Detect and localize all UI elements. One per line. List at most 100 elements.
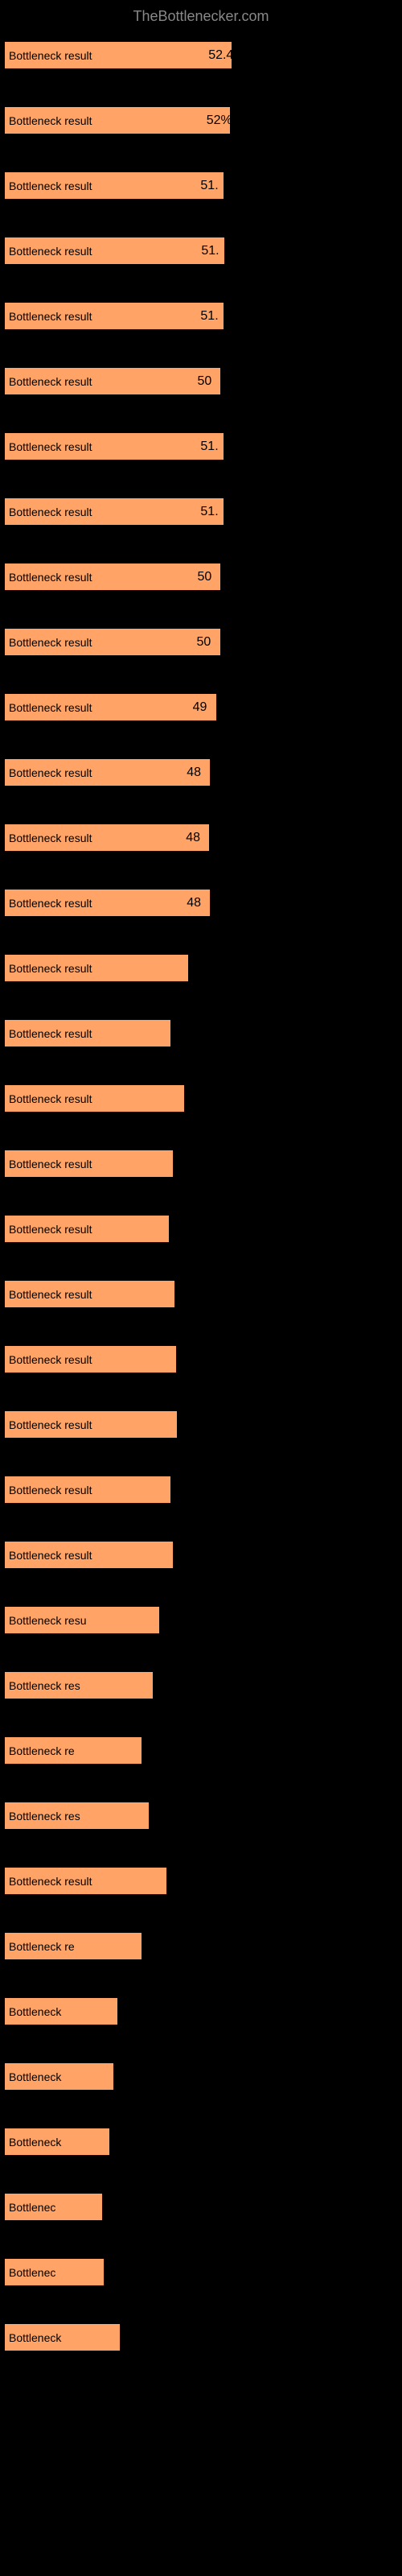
bar-text-label: Bottleneck result [9,375,92,388]
bar-wrapper: Bottleneck result [4,1867,398,1895]
chart-bar-row: Bottlenec [4,2193,398,2231]
bar-text-label: Bottleneck result [9,245,92,258]
bar-text-label: Bottleneck result [9,180,92,192]
bar-text-label: Bottleneck result [9,506,92,518]
bar-text-label: Bottleneck result [9,766,92,779]
bar-value-label: 50 [197,570,211,584]
bar-text-label: Bottleneck result [9,1353,92,1366]
bar-text-label: Bottleneck re [9,1744,75,1757]
bar-text-label: Bottleneck result [9,114,92,127]
chart-bar-row: Bottleneck result48 [4,758,398,797]
chart-bar-row: Bottleneck res [4,1671,398,1710]
bar-wrapper: Bottleneck result [4,1476,398,1504]
bar-text-label: Bottleneck result [9,701,92,714]
bar-value-label: 48 [186,831,200,845]
bar-wrapper: Bottleneck result [4,1541,398,1569]
chart-bar-row: Bottleneck [4,2128,398,2166]
bar-value-label: 48 [187,896,201,910]
bar-wrapper: Bottlenec [4,2193,398,2221]
chart-bar-row: Bottleneck result51. [4,497,398,536]
bar-value-label: 52% [207,114,232,128]
bar-value-label: 51. [200,440,218,454]
chart-bar-row: Bottleneck result [4,1019,398,1058]
chart-bar-row: Bottleneck result 52% [4,106,398,145]
chart-bar-row: Bottleneck result [4,954,398,993]
bar-wrapper: Bottleneck result51. [4,497,398,526]
bar-wrapper: Bottleneck result [4,1345,398,1373]
chart-bar-row: Bottleneck result51. [4,237,398,275]
bar-wrapper: Bottleneck result50 [4,367,398,395]
chart-bar-row: Bottleneck result 51. [4,302,398,341]
chart-bar-row: Bottleneck result 48 [4,824,398,862]
bar-text-label: Bottleneck re [9,1940,75,1953]
bar-value-label: 52.4... [208,48,244,63]
chart-bar-row: Bottleneck result50 [4,628,398,667]
chart-bar-row: Bottleneck result [4,1280,398,1319]
bar-wrapper: Bottleneck result [4,1150,398,1178]
bar-text-label: Bottlenec [9,2201,55,2214]
bar-text-label: Bottleneck result [9,1288,92,1301]
bar-wrapper: Bottleneck result48 [4,889,398,917]
chart-bar-row: Bottleneck res [4,1802,398,1840]
bar-text-label: Bottleneck res [9,1810,80,1823]
chart-bar-row: Bottlenec [4,2258,398,2297]
chart-bar-row: Bottleneck result [4,1410,398,1449]
site-header: TheBottlenecker.com [0,8,402,25]
bar-value-label: 51. [200,309,218,324]
chart-bar-row: Bottleneck result [4,1476,398,1514]
chart-bar-row: Bottleneck result [4,1867,398,1905]
bar-text-label: Bottleneck result [9,1027,92,1040]
bar-wrapper: Bottleneck re [4,1736,398,1765]
chart-bar-row: Bottleneck result 50 [4,563,398,601]
bar-wrapper: Bottleneck result [4,1084,398,1113]
chart-bar-row: Bottleneck result49 [4,693,398,732]
bar-wrapper: Bottleneck [4,1997,398,2025]
bar-wrapper: Bottleneck resu [4,1606,398,1634]
bar-text-label: Bottleneck result [9,832,92,844]
chart-bar-row: Bottleneck result50 [4,367,398,406]
chart-bar-row: Bottleneck [4,2323,398,2362]
bar-wrapper: Bottleneck re [4,1932,398,1960]
bar-wrapper: Bottleneck result 52% [4,106,398,134]
chart-bar-row: Bottleneck result [4,1150,398,1188]
chart-bar-row: Bottleneck result [4,1084,398,1123]
bar-text-label: Bottleneck result [9,440,92,453]
bar-wrapper: Bottleneck result [4,1215,398,1243]
bar-wrapper: Bottleneck result49 [4,693,398,721]
bar-text-label: Bottleneck result [9,1418,92,1431]
bar-text-label: Bottleneck [9,2331,61,2344]
bar-wrapper: Bottleneck result50 [4,628,398,656]
bar-wrapper: Bottleneck [4,2062,398,2091]
bar-wrapper: Bottleneck [4,2323,398,2351]
bar-text-label: Bottleneck result [9,1875,92,1888]
bar-wrapper: Bottleneck result 52.4... [4,41,398,69]
chart-bar-row: Bottleneck re [4,1932,398,1971]
bar-value-label: 50 [197,635,211,650]
bar-wrapper: Bottlenec [4,2258,398,2286]
bar-text-label: Bottleneck [9,2070,61,2083]
bar-text-label: Bottleneck [9,2005,61,2018]
chart-bar-row: Bottleneck result 51. [4,432,398,471]
bar-text-label: Bottleneck result [9,1549,92,1562]
bar-text-label: Bottleneck [9,2136,61,2149]
bar-text-label: Bottleneck res [9,1679,80,1692]
bar-text-label: Bottlenec [9,2266,55,2279]
bar-text-label: Bottleneck result [9,49,92,62]
bottleneck-chart: Bottleneck result52.4...Bottleneck resul… [0,41,402,2362]
bar-wrapper: Bottleneck result 51. [4,432,398,460]
bar-wrapper: Bottleneck result [4,1410,398,1439]
bar-wrapper: Bottleneck result 48 [4,824,398,852]
chart-bar-row: Bottleneck result48 [4,889,398,927]
chart-bar-row: Bottleneck result [4,1215,398,1253]
chart-bar-row: Bottleneck re [4,1736,398,1775]
bar-wrapper: Bottleneck result [4,1280,398,1308]
bar-text-label: Bottleneck result [9,571,92,584]
chart-bar-row: Bottleneck resu [4,1606,398,1645]
bar-wrapper: Bottleneck result 51. [4,302,398,330]
bar-value-label: 51. [200,179,218,193]
chart-bar-row: Bottleneck result 51. [4,171,398,210]
bar-text-label: Bottleneck result [9,310,92,323]
chart-bar-row: Bottleneck [4,1997,398,2036]
bar-wrapper: Bottleneck res [4,1802,398,1830]
bar-wrapper: Bottleneck result [4,954,398,982]
